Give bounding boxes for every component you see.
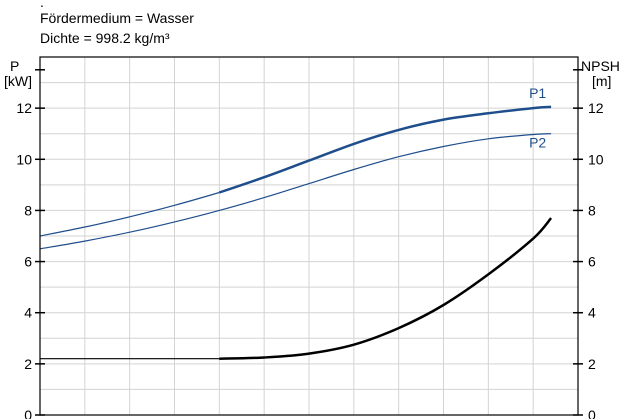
left-axis-tick-label: 6	[24, 254, 32, 270]
right-axis-tick-label: 0	[588, 407, 596, 419]
axis-ticks: 0 2 4 6 8 10 12 0 2 4 6 8 10 12	[16, 69, 604, 419]
series-p1-label: P1	[529, 85, 546, 101]
right-axis-tick-label: 8	[588, 202, 596, 218]
npsh-curve-line	[219, 217, 553, 360]
fluid-medium-label: Fördermedium = Wasser	[40, 10, 194, 26]
left-axis-tick-label: 10	[16, 151, 32, 167]
left-axis-tick-label: 2	[24, 356, 32, 372]
series-p1-thin	[39, 191, 220, 237]
grid-lines	[40, 57, 578, 415]
chart-curves	[39, 105, 553, 360]
left-axis-label-p: P	[10, 58, 20, 74]
left-axis-unit-kw: [kW]	[4, 73, 32, 89]
right-axis-unit-m: [m]	[592, 73, 612, 89]
left-axis-tick-label: 4	[24, 305, 32, 321]
right-axis-tick-label: 4	[588, 305, 596, 321]
right-axis-label-npsh: NPSH	[581, 58, 620, 74]
left-axis-tick-label: 8	[24, 202, 32, 218]
series-p1-line	[218, 105, 552, 194]
right-axis-tick-label: 10	[588, 151, 604, 167]
series-p2-label: P2	[529, 135, 546, 151]
left-axis-tick-label: 0	[24, 407, 32, 419]
plot-frame	[39, 56, 579, 416]
series-p2-line	[39, 133, 552, 250]
density-label: Dichte = 998.2 kg/m³	[40, 30, 170, 46]
series-labels: P1 P2	[529, 85, 546, 151]
left-axis-tick-label: 12	[16, 100, 32, 116]
right-axis-tick-label: 2	[588, 356, 596, 372]
right-axis-tick-label: 6	[588, 254, 596, 270]
header-dot: .	[40, 0, 44, 10]
plot-border	[39, 56, 579, 416]
right-axis-tick-label: 12	[588, 100, 604, 116]
